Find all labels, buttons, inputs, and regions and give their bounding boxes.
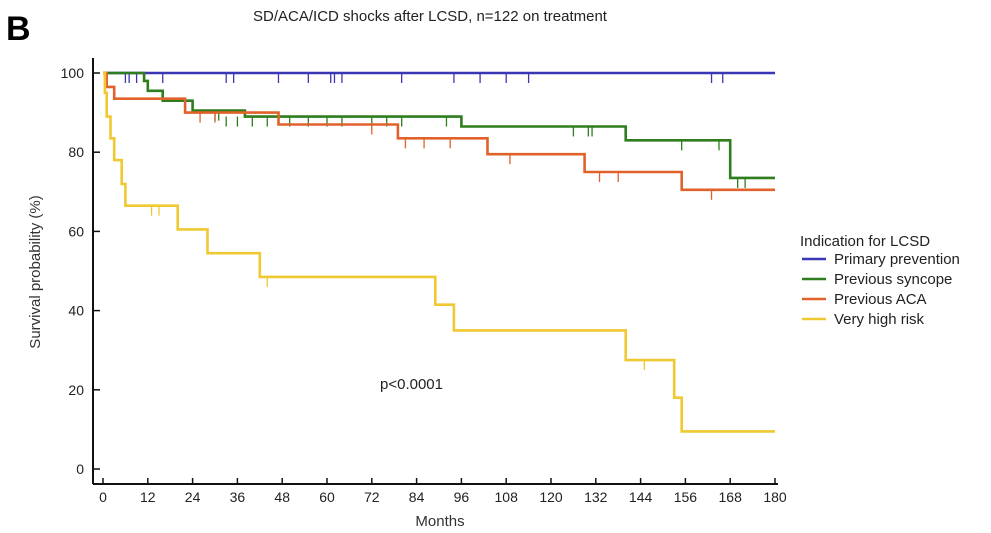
legend-title: Indication for LCSD xyxy=(800,233,930,250)
y-tick-label: 40 xyxy=(68,303,84,319)
survival-curve-line xyxy=(103,71,775,192)
x-tick-label: 48 xyxy=(274,489,290,505)
x-axis-label: Months xyxy=(415,513,464,530)
x-tick-label: 96 xyxy=(454,489,470,505)
x-tick-label: 60 xyxy=(319,489,335,505)
x-tick-label: 156 xyxy=(674,489,698,505)
y-axis-label: Survival probability (%) xyxy=(27,195,44,348)
series-previous-aca xyxy=(103,71,775,200)
x-tick-label: 12 xyxy=(140,489,156,505)
y-tick-label: 80 xyxy=(68,144,84,160)
x-tick-label: 72 xyxy=(364,489,380,505)
x-tick-label: 120 xyxy=(539,489,563,505)
legend-label: Previous syncope xyxy=(834,271,952,288)
y-tick-label: 60 xyxy=(68,223,84,239)
legend-label: Primary prevention xyxy=(834,251,960,268)
axes: 0 20 40 60 80 100 0 12 24 36 48 60 72 84 96 108 120 132 14… xyxy=(61,58,787,505)
x-tick-label: 132 xyxy=(584,489,608,505)
y-tick-label: 0 xyxy=(76,461,84,477)
x-tick-label: 108 xyxy=(495,489,519,505)
survival-curve-line xyxy=(103,71,775,433)
x-tick-label: 144 xyxy=(629,489,653,505)
x-tick-label: 168 xyxy=(719,489,743,505)
legend-label: Previous ACA xyxy=(834,291,927,308)
legend: Indication for LCSD Primary preventionPr… xyxy=(800,233,960,328)
survival-curves xyxy=(103,71,775,433)
y-tick-label: 100 xyxy=(61,65,85,81)
x-tick-label: 180 xyxy=(763,489,787,505)
legend-label: Very high risk xyxy=(834,311,925,328)
p-value-annotation: p<0.0001 xyxy=(380,376,443,393)
legend-item-very-high-risk: Very high risk xyxy=(802,311,925,328)
series-very-high-risk xyxy=(103,71,775,433)
x-tick-label: 24 xyxy=(185,489,201,505)
x-tick-label: 84 xyxy=(409,489,425,505)
panel-letter: B xyxy=(6,10,31,48)
series-primary-prevention xyxy=(103,71,775,83)
y-tick-label: 20 xyxy=(68,382,84,398)
chart-title: SD/ACA/ICD shocks after LCSD, n=122 on t… xyxy=(253,8,607,25)
legend-items: Primary prevention Previous syncope Previo… xyxy=(802,251,960,328)
legend-item-primary-prevention: Primary prevention xyxy=(802,251,960,268)
legend-item-previous-aca: Previous ACA xyxy=(802,291,927,308)
legend-item-previous-syncope: Previous syncope xyxy=(802,271,952,288)
series-previous-syncope xyxy=(103,71,775,188)
x-tick-label: 36 xyxy=(230,489,246,505)
survival-curve-line xyxy=(103,71,775,180)
x-tick-label: 0 xyxy=(99,489,107,505)
